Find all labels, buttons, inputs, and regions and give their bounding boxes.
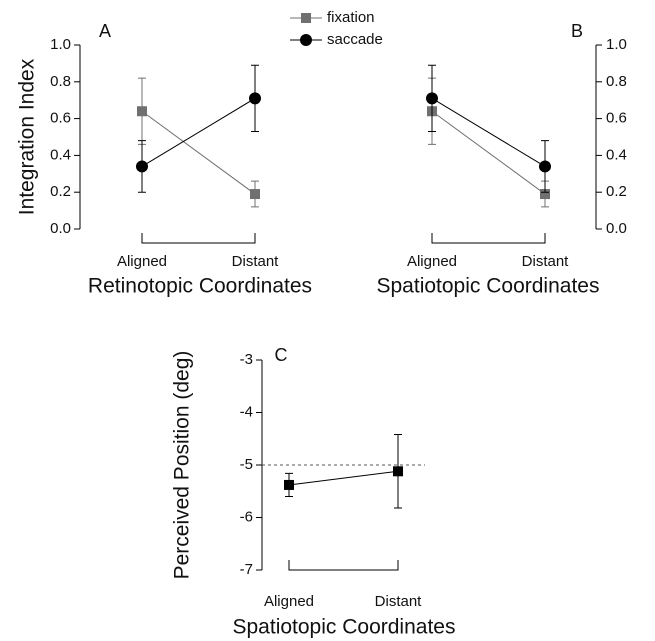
legend-marker (300, 34, 312, 46)
x-tick-label: Distant (522, 253, 570, 270)
x-tick-label: Distant (232, 253, 280, 270)
data-point (393, 466, 403, 477)
y-tick-label: 0.6 (50, 110, 71, 127)
data-point (249, 92, 261, 105)
y-tick-label: 0.2 (50, 183, 71, 200)
y-axis-title: Perceived Position (deg) (171, 351, 194, 580)
data-point (250, 189, 260, 200)
x-axis-title: Spatiotopic Coordinates (233, 616, 456, 639)
legend-label: saccade (327, 31, 383, 48)
y-tick-label: 0.2 (606, 183, 627, 200)
x-axis-title: Retinotopic Coordinates (88, 275, 312, 298)
y-tick-label: 0.8 (50, 73, 71, 90)
panel-label: C (275, 345, 288, 365)
panel-label: B (571, 21, 583, 41)
x-bracket (141, 233, 256, 244)
panel-label: A (99, 21, 111, 41)
x-bracket (288, 560, 399, 571)
y-tick-label: -4 (240, 403, 253, 420)
y-tick-label: 0.0 (50, 220, 71, 237)
x-axis-title: Spatiotopic Coordinates (377, 275, 600, 298)
data-point (426, 92, 438, 105)
legend-marker (301, 13, 311, 23)
x-tick-label: Aligned (117, 253, 167, 270)
data-point (136, 160, 148, 173)
y-tick-label: 0.4 (606, 146, 627, 163)
y-axis-title: Integration Index (16, 58, 39, 215)
data-point (284, 479, 294, 490)
y-tick-label: -7 (240, 561, 253, 578)
y-tick-label: 1.0 (50, 36, 71, 53)
y-tick-label: 0.8 (606, 73, 627, 90)
series-line (431, 97, 546, 167)
legend-label: fixation (327, 9, 375, 26)
x-tick-label: Aligned (407, 253, 457, 270)
series-line (431, 110, 546, 195)
y-tick-label: 0.6 (606, 110, 627, 127)
series-line (141, 97, 256, 167)
x-tick-label: Aligned (264, 593, 314, 610)
x-tick-label: Distant (375, 593, 423, 610)
y-tick-label: -6 (240, 508, 253, 525)
y-tick-label: -3 (240, 351, 253, 368)
series-line (288, 470, 399, 486)
y-tick-label: -5 (240, 456, 253, 473)
y-tick-label: 0.4 (50, 146, 71, 163)
y-tick-label: 1.0 (606, 36, 627, 53)
series-line (141, 110, 256, 195)
data-point (539, 160, 551, 173)
x-bracket (431, 233, 546, 244)
data-point (137, 106, 147, 117)
data-point (540, 189, 550, 200)
y-tick-label: 0.0 (606, 220, 627, 237)
